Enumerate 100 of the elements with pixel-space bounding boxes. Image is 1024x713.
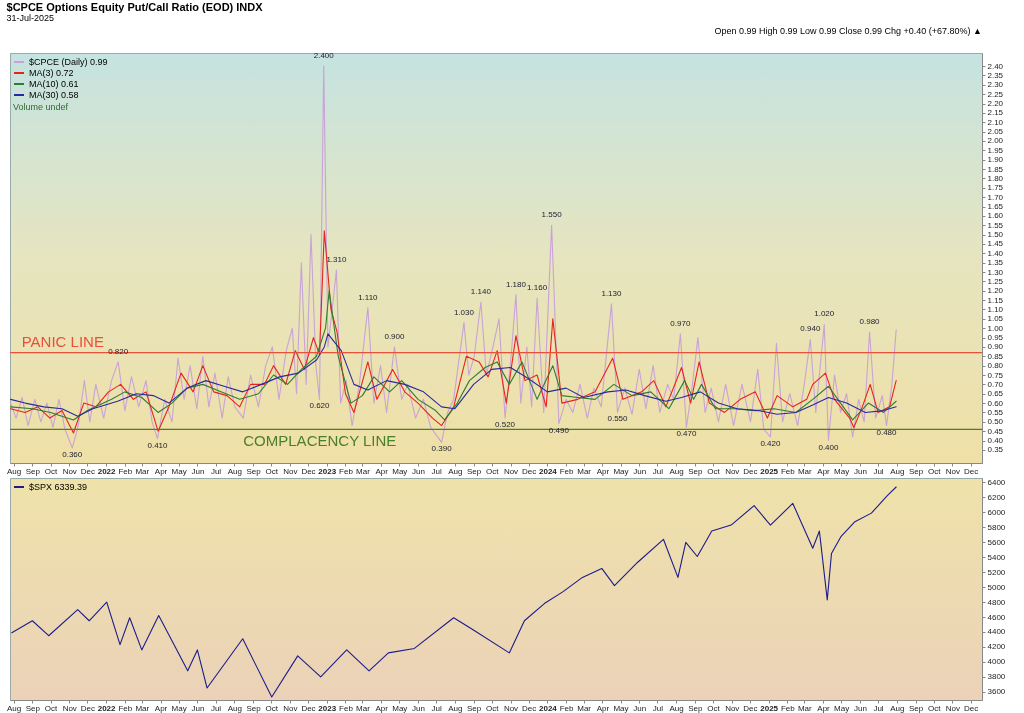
annotation: 1.030 [453,307,475,317]
x-tick-label: Aug [890,703,905,713]
x-tick-label: Sep [908,466,924,476]
y-tick-label: 1.60 [987,211,1004,221]
y-tick-label: 4800 [987,597,1006,607]
x-tick-label: Nov [503,703,519,713]
x-tick-label: Dec [743,466,758,476]
x-tick-label: Nov [725,466,740,476]
x-tick-label: Dec [80,466,95,476]
x-tick-label: Aug [669,703,684,713]
x-tick-label: Apr [817,466,831,476]
y-tick-label: 2.25 [987,89,1004,99]
y-tick-label: 5400 [987,552,1006,562]
x-tick-label: Sep [467,466,482,476]
x-tick-label: Jul [210,466,222,476]
y-tick-label: 0.35 [987,445,1004,455]
y-tick-label: 0.60 [987,398,1004,408]
y-tick-label: 3600 [987,687,1006,697]
x-tick-label: Apr [817,703,831,713]
y-tick-label: 1.95 [987,145,1004,155]
y-tick-label: 1.75 [987,183,1004,193]
y-tick-label: 5600 [987,537,1006,547]
y-tick-label: 6000 [987,507,1006,517]
legend-label: MA(10) 0.61 [29,79,79,89]
x-tick-label: Jul [431,466,442,476]
legend-label: $SPX 6339.39 [29,482,88,492]
x-tick-label: 2024 [538,703,558,713]
x-tick-label: May [171,703,187,713]
x-tick-label: Mar [577,466,592,476]
x-tick-label: Sep [246,703,262,713]
y-tick-label: 2.10 [987,117,1004,127]
y-tick-label: 2.35 [987,70,1004,80]
x-tick-label: Jun [412,703,425,713]
x-tick-label: Sep [908,703,924,713]
x-tick-label: Dec [301,466,316,476]
y-tick-label: 5000 [987,582,1006,592]
y-tick-label: 1.40 [987,248,1004,258]
x-tick-label: 2024 [538,466,558,476]
x-tick-label: Oct [265,703,279,713]
x-tick-label: Dec [522,703,537,713]
y-tick-label: 2.30 [987,80,1004,90]
annotation: 0.900 [384,331,405,341]
y-tick-label: 2.15 [987,108,1004,118]
y-tick-label: 0.75 [987,370,1004,380]
x-tick-label: 2025 [760,466,779,476]
x-tick-label: Feb [118,703,133,713]
x-tick-label: Jun [412,466,425,476]
x-tick-label: Jul [652,466,664,476]
legend-label: MA(3) 0.72 [29,68,74,78]
x-tick-label: Mar [797,703,813,713]
annotation: 0.400 [818,442,840,452]
y-tick-label: 1.90 [987,155,1004,165]
y-tick-label: 2.20 [987,99,1004,109]
annotation: 1.110 [358,292,379,302]
x-tick-label: Aug [227,466,242,476]
ref-line-label: PANIC LINE [21,332,104,350]
x-tick-label: Dec [743,703,758,713]
x-tick-label: Mar [797,466,813,476]
annotation: 1.130 [601,288,623,298]
x-tick-label: Dec [80,703,95,713]
y-tick-label: 0.95 [987,333,1004,343]
y-tick-label: 1.15 [987,295,1004,305]
x-tick-label: Feb [339,703,354,713]
x-tick-label: Nov [283,466,298,476]
y-tick-label: 0.65 [987,389,1004,399]
x-tick-label: Oct [44,703,58,713]
x-tick-label: May [613,466,629,476]
x-tick-label: Sep [25,466,41,476]
x-tick-label: May [392,703,408,713]
x-tick-label: Jun [633,703,647,713]
x-tick-label: Jun [633,466,647,476]
x-tick-label: Feb [559,466,575,476]
y-tick-label: 4600 [987,612,1006,622]
annotation: 0.520 [495,420,516,430]
annotation: 0.420 [760,438,781,448]
annotation: 0.980 [859,316,881,326]
y-tick-label: 0.55 [987,407,1004,417]
annotation: 1.550 [541,210,563,220]
x-tick-label: Feb [559,703,575,713]
annotation: 0.970 [670,318,691,328]
annotation: 1.140 [470,287,492,296]
y-tick-label: 0.80 [987,361,1004,371]
x-tick-label: Aug [890,466,905,476]
x-tick-label: Oct [927,703,942,713]
y-tick-label: 0.85 [987,351,1004,361]
line-series [10,230,897,434]
x-tick-label: Apr [596,703,610,713]
annotation: 1.020 [814,309,835,319]
y-tick-label: 0.40 [987,436,1004,446]
annotation: 0.470 [676,429,697,439]
line-series [10,65,897,449]
x-tick-label: Dec [301,703,316,713]
x-tick-label: Sep [246,466,262,476]
annotation: Volume undef [13,102,69,112]
chart-title: $CPCE Options Equity Put/Call Ratio (EOD) INDX [6,1,264,13]
x-tick-label: Jul [210,703,222,713]
x-tick-label: Nov [945,466,960,476]
x-tick-label: Nov [725,703,740,713]
x-tick-label: Dec [963,466,979,476]
x-tick-label: Apr [596,466,610,476]
